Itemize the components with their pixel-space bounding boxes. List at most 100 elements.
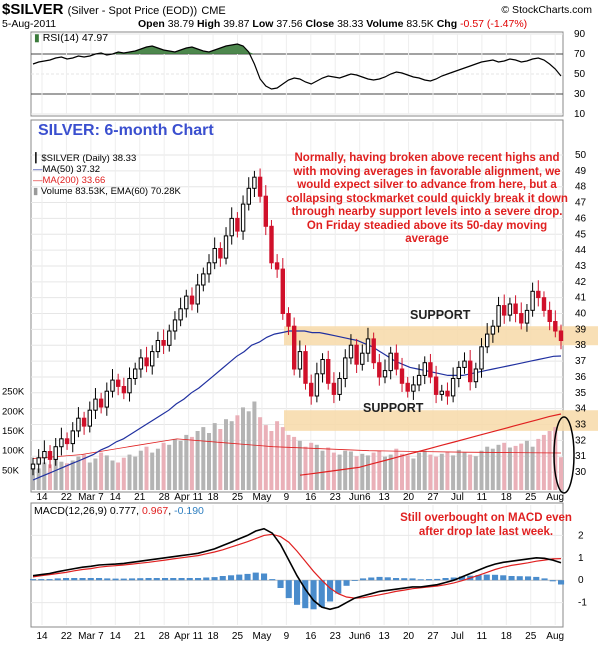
x-tick-label-bottom: 13 bbox=[379, 631, 391, 642]
macd-histogram-bar bbox=[285, 580, 292, 599]
candle-body bbox=[485, 333, 490, 348]
candle-body bbox=[439, 390, 445, 395]
x-tick-label-bottom: 18 bbox=[207, 631, 219, 642]
volume-bar bbox=[530, 446, 535, 490]
macd-histogram-bar bbox=[401, 578, 408, 581]
candle-body bbox=[422, 362, 428, 376]
x-tick-label-bottom: May bbox=[252, 631, 271, 642]
volume-bar bbox=[360, 453, 365, 490]
volume-swatch-icon: ▮ bbox=[33, 186, 39, 197]
x-tick-label-bottom: 27 bbox=[427, 631, 439, 642]
candle-body bbox=[121, 386, 127, 394]
volume-bar bbox=[365, 455, 370, 490]
macd-histogram-bar bbox=[318, 580, 325, 608]
macd-histogram-bar bbox=[186, 578, 193, 581]
candle-body bbox=[206, 262, 212, 275]
price-tick-label: 35 bbox=[575, 388, 587, 399]
volume-tick-label: 50K bbox=[2, 465, 20, 476]
macd-series bbox=[30, 527, 565, 611]
macd-histogram-bar bbox=[252, 572, 259, 581]
high-value: 39.87 bbox=[223, 18, 250, 30]
rsi-tick-label: 10 bbox=[574, 109, 586, 120]
x-tick-label-mid: 13 bbox=[379, 492, 391, 503]
volume-bar bbox=[36, 468, 41, 490]
candle-body bbox=[292, 325, 297, 370]
macd-histogram-bar bbox=[269, 579, 276, 581]
volume-bar bbox=[189, 436, 194, 490]
volume-ema-line bbox=[32, 438, 562, 459]
macd-histogram-bar bbox=[459, 576, 466, 581]
x-tick-label-mid: 16 bbox=[305, 492, 317, 503]
price-tick-label: 30 bbox=[575, 467, 587, 478]
macd-histogram-bar bbox=[426, 579, 433, 581]
volume-bar bbox=[485, 446, 490, 490]
volume-label: Volume bbox=[366, 18, 404, 30]
volume-bar bbox=[559, 457, 563, 490]
volume-bar bbox=[155, 448, 160, 490]
volume-tick-label: 200K bbox=[2, 406, 25, 417]
x-tick-label-mid: 20 bbox=[403, 492, 415, 503]
volume-bar bbox=[286, 434, 291, 490]
candle-body bbox=[229, 217, 234, 237]
volume-bar bbox=[269, 431, 274, 490]
x-tick-label-mid: Jun6 bbox=[349, 492, 371, 503]
close-value: 38.33 bbox=[337, 18, 364, 30]
candle-body bbox=[343, 357, 348, 379]
volume-bar bbox=[434, 456, 439, 490]
rsi-tick-label: 90 bbox=[574, 29, 586, 40]
legend-ma50: —MA(50) 37.32 bbox=[33, 164, 181, 175]
x-tick-label-bottom: 25 bbox=[525, 631, 537, 642]
volume-bar bbox=[383, 456, 387, 490]
macd-histogram-bar bbox=[500, 575, 507, 581]
macd-histogram-bar bbox=[327, 580, 334, 602]
candle-body bbox=[507, 303, 513, 316]
volume-tick-label: 250K bbox=[2, 387, 25, 398]
volume-bar bbox=[275, 421, 280, 490]
volume-bar bbox=[178, 440, 183, 490]
candle-body bbox=[150, 351, 155, 367]
volume-highlight-ellipse bbox=[553, 416, 575, 494]
volume-bar bbox=[292, 436, 297, 490]
legend-ma50-text: MA(50) 37.32 bbox=[42, 164, 101, 175]
ma50-swatch-icon: — bbox=[33, 164, 43, 175]
x-tick-label-bottom: 9 bbox=[284, 631, 290, 642]
rsi-legend: ▮ RSI(14) 47.97 bbox=[34, 33, 108, 44]
candle-body bbox=[360, 352, 365, 365]
x-tick-label-bottom: Aug bbox=[546, 631, 564, 642]
candle-body bbox=[445, 390, 450, 397]
macd-histogram-bar bbox=[351, 580, 358, 581]
volume-bar bbox=[377, 450, 382, 490]
low-value: 37.56 bbox=[276, 18, 303, 30]
volume-bar bbox=[343, 450, 348, 490]
volume-tick-label: 150K bbox=[2, 426, 25, 437]
volume-bar bbox=[252, 401, 257, 490]
volume-bar bbox=[195, 431, 200, 490]
price-tick-label: 41 bbox=[575, 293, 587, 304]
candle-body bbox=[263, 195, 269, 227]
ticker-description: (Silver - Spot Price (EOD)) bbox=[67, 5, 198, 17]
macd-histogram-bar bbox=[87, 578, 94, 581]
support-label-lower: SUPPORT bbox=[363, 401, 424, 415]
price-tick-label: 33 bbox=[575, 420, 587, 431]
macd-histogram-bar bbox=[434, 578, 441, 581]
macd-histogram-bar bbox=[145, 578, 152, 581]
macd-histogram-bar bbox=[558, 580, 565, 585]
volume-bar bbox=[547, 431, 552, 490]
x-tick-label-mid: Aug bbox=[546, 492, 564, 503]
volume-bar bbox=[388, 454, 393, 490]
macd-histogram-bar bbox=[335, 580, 342, 594]
macd-histogram-bar bbox=[261, 573, 268, 581]
legend-ma200: —MA(200) 33.66 bbox=[33, 175, 181, 186]
price-tick-label: 46 bbox=[575, 213, 587, 224]
volume-bar bbox=[263, 425, 268, 490]
candle-body bbox=[116, 379, 121, 387]
rsi-line bbox=[32, 43, 562, 90]
ohlc-readout: Open 38.79 High 39.87 Low 37.56 Close 38… bbox=[138, 18, 527, 30]
macd-histogram-bar bbox=[508, 576, 515, 581]
volume-bar bbox=[212, 423, 217, 490]
price-tick-label: 38 bbox=[575, 340, 587, 351]
volume-bar bbox=[428, 454, 433, 490]
candle-body bbox=[530, 290, 535, 311]
macd-histogram-bar bbox=[310, 580, 317, 610]
price-tick-label: 50 bbox=[575, 150, 587, 161]
